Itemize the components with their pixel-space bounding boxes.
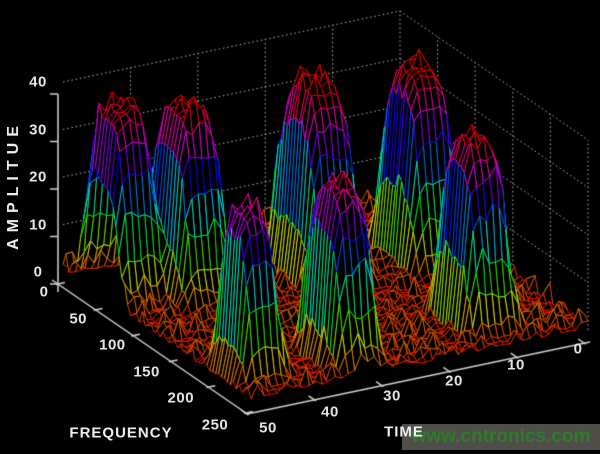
z-axis-tick-label: 10 [29, 216, 47, 233]
z-axis-tick-label: 30 [29, 121, 47, 138]
z-axis-tick-label: 0 [33, 263, 43, 281]
z-axis-title: AMPLITUE [5, 120, 22, 250]
time-tick-label: 40 [321, 403, 339, 421]
x-axis-title: TIME [384, 423, 424, 441]
frequency-tick-label: 200 [167, 389, 195, 407]
time-tick-label: 0 [573, 340, 583, 358]
time-tick-label: 10 [507, 356, 525, 374]
frequency-tick-label: 100 [99, 336, 126, 354]
frequency-tick-label: 50 [69, 310, 88, 328]
frequency-tick-label: 0 [39, 283, 49, 301]
frequency-tick-label: 250 [201, 416, 229, 434]
z-axis-tick-label: 40 [29, 73, 47, 91]
frequency-tick-label: 150 [133, 363, 160, 381]
time-tick-label: 30 [383, 387, 401, 405]
watermark: www.cntronics.com [402, 424, 600, 450]
z-axis-tick-label: 20 [29, 168, 47, 186]
time-tick-label: 20 [445, 372, 463, 390]
time-tick-label: 50 [259, 419, 277, 437]
y-axis-title: FREQUENCY [69, 424, 173, 442]
